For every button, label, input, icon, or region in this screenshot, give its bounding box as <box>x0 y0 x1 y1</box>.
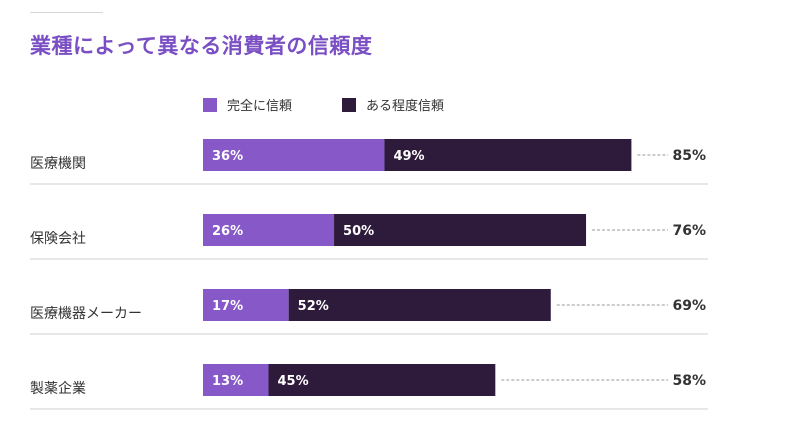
total-label: 69% <box>672 298 706 314</box>
legend: 完全に信頼 ある程度信頼 <box>203 95 494 114</box>
legend-label-some: ある程度信頼 <box>366 99 445 114</box>
total-label: 76% <box>672 223 706 239</box>
data-label-complete: 26% <box>212 224 243 239</box>
bar-some <box>334 214 587 246</box>
data-label-some: 50% <box>343 224 374 239</box>
legend-item-complete: 完全に信頼 <box>203 95 292 114</box>
legend-swatch-some <box>342 97 357 112</box>
top-divider <box>30 12 103 13</box>
total-label: 58% <box>672 373 706 389</box>
data-label-some: 49% <box>393 149 424 164</box>
bar-complete <box>203 289 289 321</box>
data-label-complete: 13% <box>212 374 243 389</box>
legend-item-some: ある程度信頼 <box>342 95 444 114</box>
bar-some <box>268 364 496 396</box>
bar-some <box>384 139 632 171</box>
category-label: 保険会社 <box>30 231 86 247</box>
category-label: 医療機器メーカー <box>30 305 142 322</box>
data-label-some: 45% <box>278 374 309 389</box>
data-label-complete: 36% <box>212 149 243 164</box>
legend-label-complete: 完全に信頼 <box>227 99 293 114</box>
legend-swatch-complete <box>203 97 217 112</box>
bar-complete <box>203 214 335 246</box>
category-label: 医療機関 <box>30 155 86 172</box>
chart-title: 業種によって異なる消費者の信頼度 <box>30 34 373 58</box>
total-label: 85% <box>672 148 706 164</box>
bar-complete <box>203 364 269 396</box>
bar-complete <box>203 139 385 171</box>
data-label-some: 52% <box>298 299 329 314</box>
category-label: 製薬企業 <box>30 380 86 397</box>
bar-some <box>288 289 551 321</box>
data-label-complete: 17% <box>212 299 243 314</box>
